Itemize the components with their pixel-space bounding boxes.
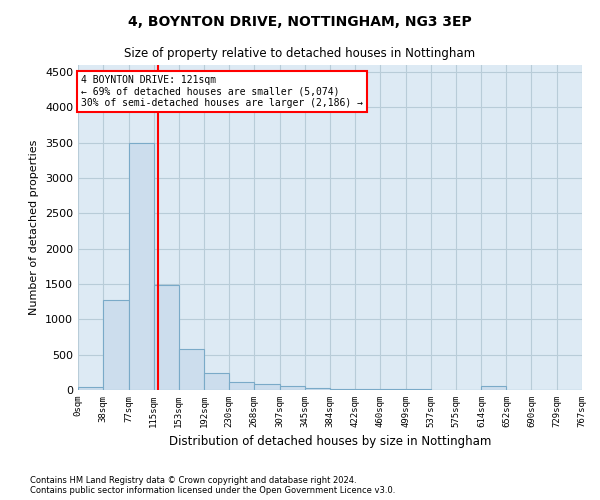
Bar	[128, 142, 154, 390]
Text: 4 BOYNTON DRIVE: 121sqm
← 69% of detached houses are smaller (5,074)
30% of semi: 4 BOYNTON DRIVE: 121sqm ← 69% of detache…	[80, 75, 362, 108]
Bar	[331, 388, 355, 390]
Y-axis label: Number of detached properties: Number of detached properties	[29, 140, 40, 315]
Bar	[103, 300, 128, 390]
Bar	[78, 387, 103, 390]
Text: Contains HM Land Registry data © Crown copyright and database right 2024.
Contai: Contains HM Land Registry data © Crown c…	[30, 476, 395, 495]
Bar	[380, 389, 406, 390]
Bar	[179, 349, 204, 390]
Bar	[305, 388, 331, 390]
Bar	[254, 384, 280, 390]
Bar	[154, 286, 179, 390]
Bar	[355, 389, 380, 390]
Bar	[481, 386, 506, 390]
Bar	[280, 386, 305, 390]
Text: 4, BOYNTON DRIVE, NOTTINGHAM, NG3 3EP: 4, BOYNTON DRIVE, NOTTINGHAM, NG3 3EP	[128, 15, 472, 29]
Bar	[204, 373, 229, 390]
Bar	[229, 382, 254, 390]
X-axis label: Distribution of detached houses by size in Nottingham: Distribution of detached houses by size …	[169, 436, 491, 448]
Text: Size of property relative to detached houses in Nottingham: Size of property relative to detached ho…	[124, 48, 476, 60]
